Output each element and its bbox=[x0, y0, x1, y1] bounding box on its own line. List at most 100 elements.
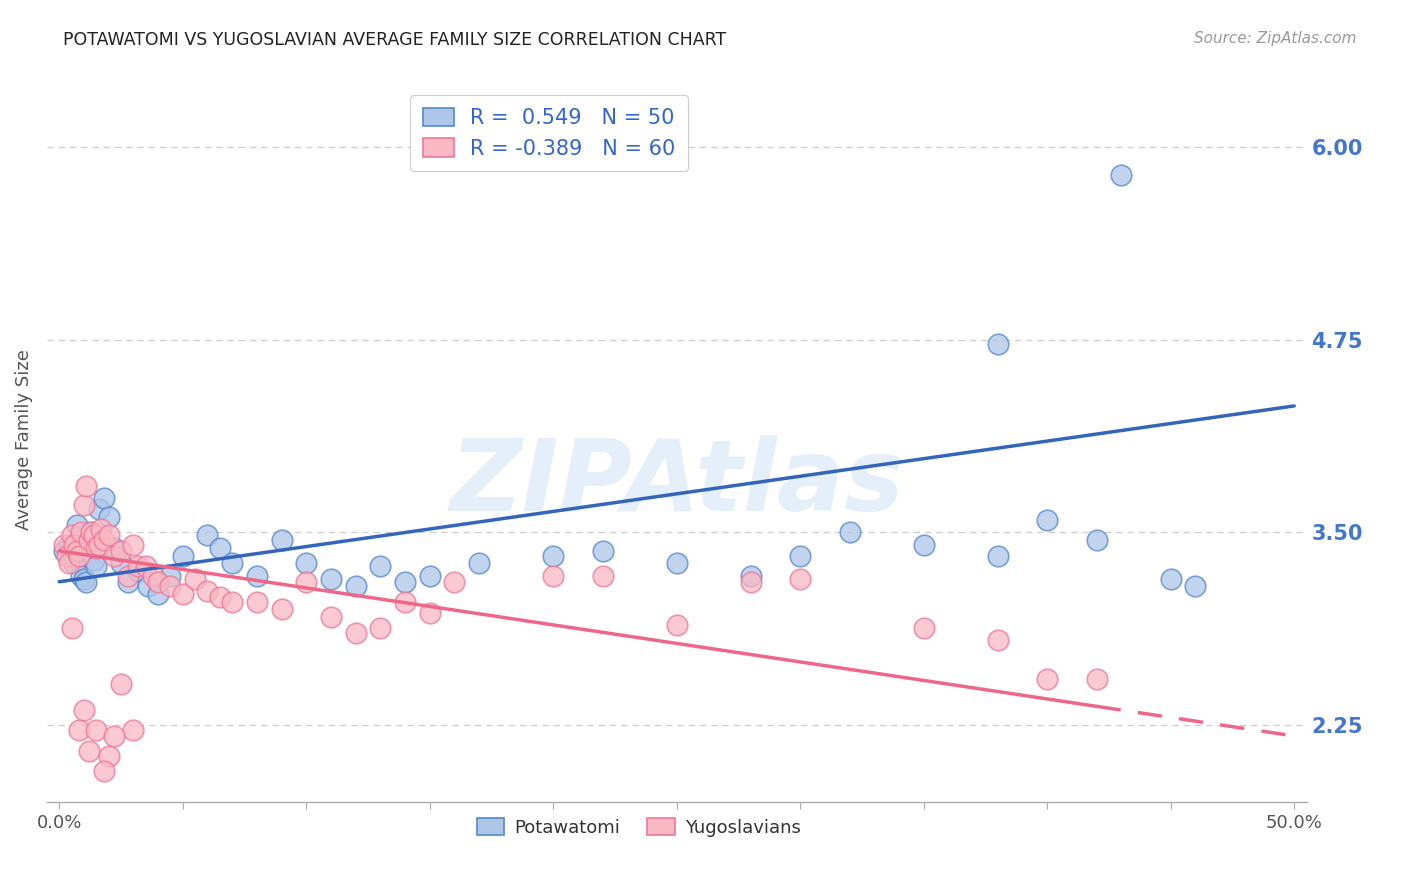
Point bbox=[987, 549, 1010, 563]
Point bbox=[295, 574, 318, 589]
Point bbox=[77, 533, 100, 547]
Point bbox=[208, 590, 231, 604]
Point bbox=[468, 556, 491, 570]
Point bbox=[75, 479, 97, 493]
Point bbox=[368, 559, 391, 574]
Point bbox=[70, 525, 93, 540]
Point bbox=[1184, 579, 1206, 593]
Text: ZIPAtlas: ZIPAtlas bbox=[450, 434, 904, 532]
Point bbox=[197, 528, 219, 542]
Point bbox=[443, 574, 465, 589]
Point bbox=[987, 633, 1010, 648]
Point bbox=[58, 538, 80, 552]
Point bbox=[87, 538, 110, 552]
Point bbox=[1036, 513, 1059, 527]
Point bbox=[541, 568, 564, 582]
Point bbox=[84, 541, 107, 555]
Point bbox=[270, 602, 292, 616]
Point bbox=[740, 574, 762, 589]
Point bbox=[172, 549, 194, 563]
Point bbox=[97, 528, 120, 542]
Point bbox=[197, 584, 219, 599]
Point bbox=[159, 579, 181, 593]
Point bbox=[77, 744, 100, 758]
Point bbox=[1085, 672, 1108, 686]
Point bbox=[65, 517, 87, 532]
Point bbox=[1160, 572, 1182, 586]
Point bbox=[110, 676, 132, 690]
Point bbox=[83, 528, 105, 542]
Point bbox=[592, 544, 614, 558]
Point bbox=[789, 572, 811, 586]
Point bbox=[60, 528, 83, 542]
Point bbox=[73, 572, 96, 586]
Text: POTAWATOMI VS YUGOSLAVIAN AVERAGE FAMILY SIZE CORRELATION CHART: POTAWATOMI VS YUGOSLAVIAN AVERAGE FAMILY… bbox=[63, 31, 727, 49]
Point bbox=[344, 579, 367, 593]
Point bbox=[110, 556, 132, 570]
Point bbox=[60, 621, 83, 635]
Point bbox=[665, 618, 688, 632]
Point bbox=[65, 544, 87, 558]
Point bbox=[53, 538, 76, 552]
Point bbox=[93, 491, 115, 506]
Point bbox=[319, 610, 342, 624]
Point bbox=[117, 568, 139, 582]
Point bbox=[136, 579, 159, 593]
Point bbox=[270, 533, 292, 547]
Point bbox=[146, 587, 169, 601]
Point bbox=[122, 723, 145, 737]
Point bbox=[159, 568, 181, 582]
Point bbox=[127, 559, 149, 574]
Point bbox=[73, 703, 96, 717]
Point bbox=[221, 595, 243, 609]
Point bbox=[77, 533, 100, 547]
Point bbox=[103, 541, 125, 555]
Point bbox=[53, 544, 76, 558]
Point bbox=[172, 587, 194, 601]
Point bbox=[135, 559, 157, 574]
Point bbox=[394, 595, 416, 609]
Point bbox=[87, 502, 110, 516]
Point bbox=[319, 572, 342, 586]
Point bbox=[80, 525, 103, 540]
Point bbox=[344, 625, 367, 640]
Point bbox=[394, 574, 416, 589]
Point bbox=[541, 549, 564, 563]
Point bbox=[987, 337, 1010, 351]
Point bbox=[912, 538, 935, 552]
Text: Source: ZipAtlas.com: Source: ZipAtlas.com bbox=[1194, 31, 1357, 46]
Point bbox=[592, 568, 614, 582]
Point bbox=[221, 556, 243, 570]
Point bbox=[70, 568, 93, 582]
Point bbox=[63, 556, 86, 570]
Point bbox=[789, 549, 811, 563]
Point bbox=[740, 568, 762, 582]
Point bbox=[127, 564, 149, 578]
Point bbox=[110, 544, 132, 558]
Point bbox=[419, 606, 441, 620]
Point bbox=[67, 723, 90, 737]
Point bbox=[117, 574, 139, 589]
Point bbox=[184, 572, 207, 586]
Point bbox=[122, 538, 145, 552]
Point bbox=[146, 574, 169, 589]
Point bbox=[55, 549, 77, 563]
Point bbox=[84, 559, 107, 574]
Point bbox=[60, 549, 83, 563]
Point bbox=[368, 621, 391, 635]
Point bbox=[419, 568, 441, 582]
Point bbox=[90, 522, 112, 536]
Point bbox=[246, 595, 269, 609]
Point bbox=[142, 568, 165, 582]
Legend: Potawatomi, Yugoslavians: Potawatomi, Yugoslavians bbox=[470, 811, 808, 844]
Point bbox=[665, 556, 688, 570]
Point bbox=[80, 525, 103, 540]
Point bbox=[58, 556, 80, 570]
Point bbox=[838, 525, 860, 540]
Point bbox=[912, 621, 935, 635]
Point bbox=[84, 723, 107, 737]
Point bbox=[93, 764, 115, 779]
Y-axis label: Average Family Size: Average Family Size bbox=[15, 350, 32, 530]
Point bbox=[1109, 168, 1132, 182]
Point bbox=[1036, 672, 1059, 686]
